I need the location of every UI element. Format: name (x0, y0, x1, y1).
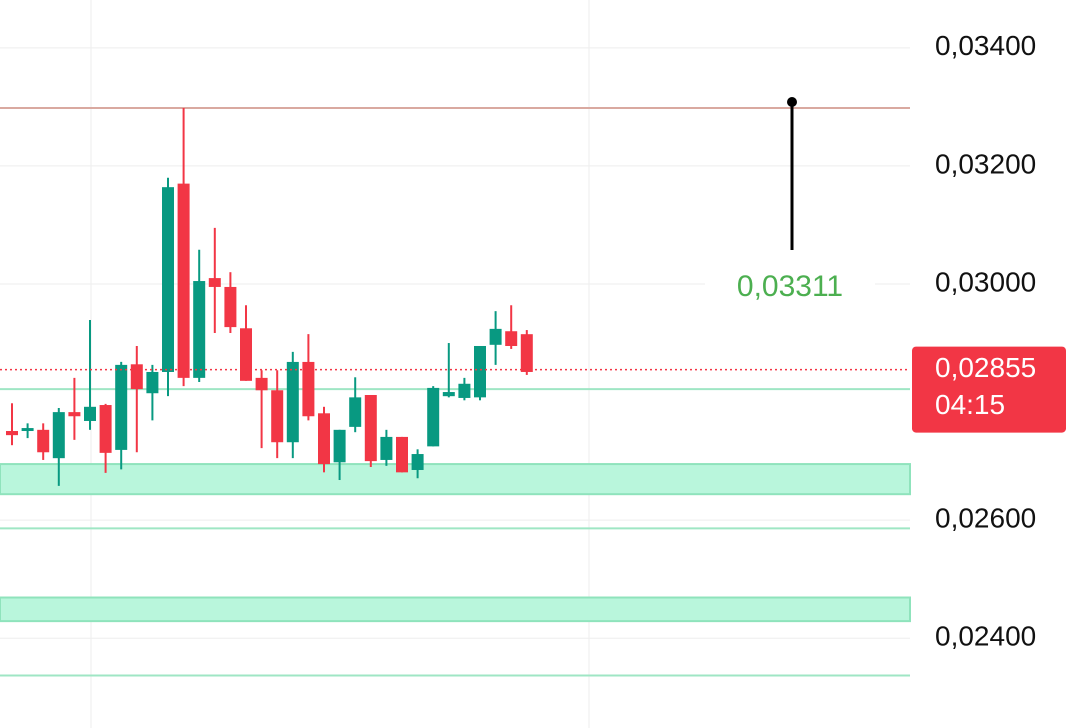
candle-body (396, 436, 408, 473)
candle-body (146, 371, 159, 394)
zone (0, 463, 911, 496)
candle-body (333, 429, 346, 463)
candle-body (411, 454, 424, 470)
candle-body (224, 286, 237, 328)
y-tick-label: 0,03400 (935, 30, 1036, 61)
candle-body (68, 412, 81, 417)
candle-body (349, 397, 362, 427)
candle-body (489, 328, 502, 345)
candle-body (208, 278, 221, 287)
candle-body (474, 345, 486, 398)
candle-body (99, 405, 112, 453)
candle-body (6, 431, 18, 436)
candle-body (255, 377, 268, 391)
annotation-bg (705, 268, 875, 308)
candle-body (458, 383, 471, 398)
candle-body (364, 394, 377, 462)
candle-body (442, 392, 455, 397)
candle-body (318, 413, 330, 465)
y-tick-label: 0,02400 (935, 621, 1036, 652)
candle-body (84, 406, 96, 421)
y-tick-label: 0,03200 (935, 148, 1036, 179)
y-tick-label: 0,02600 (935, 503, 1036, 534)
candle-body (37, 429, 50, 453)
candle-body (177, 183, 190, 378)
candle-body (193, 281, 206, 378)
price-label: 0,02855 (935, 352, 1036, 383)
candle-body (162, 187, 174, 372)
candle-body (115, 364, 128, 450)
candle-body (52, 412, 65, 459)
candle-body (520, 334, 533, 372)
annotation: 0,03311 (737, 270, 843, 303)
price-tag (912, 346, 1066, 433)
zone (0, 596, 911, 623)
candle-body (130, 364, 143, 390)
candle-body (286, 361, 299, 443)
candle-body (427, 387, 440, 447)
candle-body (302, 361, 315, 417)
y-tick-label: 0,03000 (935, 266, 1036, 297)
candle-body (505, 331, 518, 346)
candle-body (21, 428, 34, 432)
countdown: 04:15 (935, 389, 1005, 420)
candle-body (380, 436, 393, 460)
candle-body (240, 328, 252, 381)
candle-body (271, 390, 284, 443)
marker-dot (787, 97, 797, 107)
